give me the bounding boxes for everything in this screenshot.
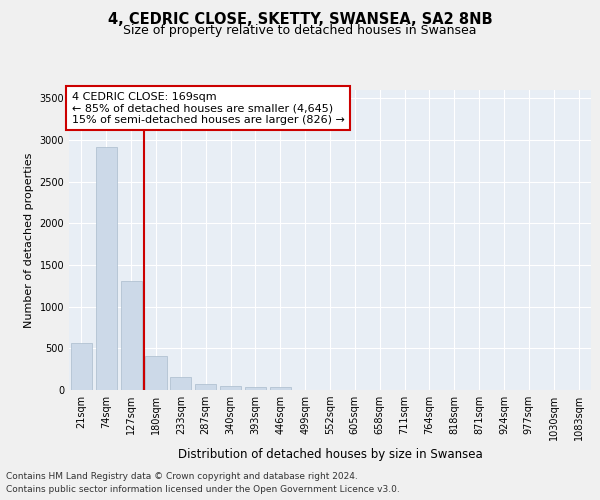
Bar <box>71 342 92 390</box>
Bar <box>145 356 167 390</box>
Bar <box>220 386 241 390</box>
Bar <box>195 384 216 390</box>
Text: Size of property relative to detached houses in Swansea: Size of property relative to detached ho… <box>123 24 477 37</box>
Text: 4 CEDRIC CLOSE: 169sqm
← 85% of detached houses are smaller (4,645)
15% of semi-: 4 CEDRIC CLOSE: 169sqm ← 85% of detached… <box>71 92 344 124</box>
Bar <box>170 377 191 390</box>
Bar <box>245 387 266 390</box>
Bar <box>121 281 142 390</box>
X-axis label: Distribution of detached houses by size in Swansea: Distribution of detached houses by size … <box>178 448 482 462</box>
Text: Contains public sector information licensed under the Open Government Licence v3: Contains public sector information licen… <box>6 485 400 494</box>
Text: 4, CEDRIC CLOSE, SKETTY, SWANSEA, SA2 8NB: 4, CEDRIC CLOSE, SKETTY, SWANSEA, SA2 8N… <box>107 12 493 28</box>
Bar <box>96 146 117 390</box>
Text: Contains HM Land Registry data © Crown copyright and database right 2024.: Contains HM Land Registry data © Crown c… <box>6 472 358 481</box>
Bar <box>270 387 291 390</box>
Y-axis label: Number of detached properties: Number of detached properties <box>24 152 34 328</box>
